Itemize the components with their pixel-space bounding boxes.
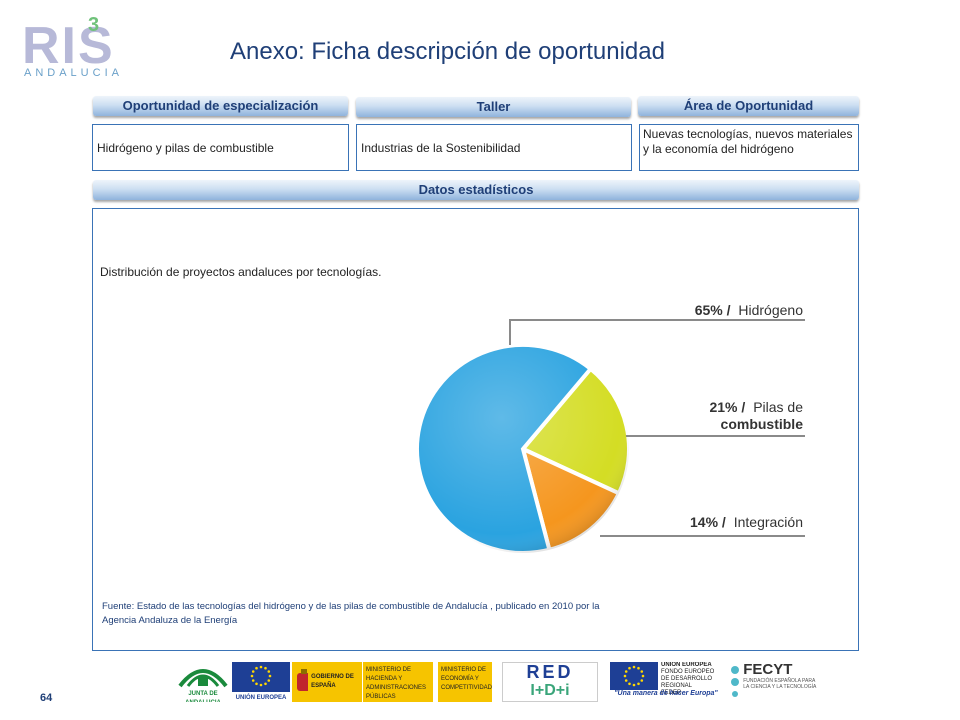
gobierno-label: GOBIERNO DE ESPAÑA: [311, 674, 354, 689]
slice-name-fuel-cells-2: combustible: [721, 416, 804, 432]
logo-subtitle: ANDALUCIA: [24, 67, 123, 79]
eu-star: [628, 682, 631, 686]
eu-star: [640, 670, 644, 673]
eu-star: [628, 666, 631, 670]
eu-star: [251, 679, 255, 682]
eu-star: [632, 683, 636, 687]
pie-shading: [417, 345, 629, 553]
junta-emblem-icon: [178, 669, 228, 688]
eu-feder-flag: [610, 662, 658, 690]
opportunity-value: Hidrógeno y pilas de combustible: [97, 140, 274, 155]
eu-feder-abbr: FEDER: [661, 690, 682, 696]
logo-superscript: 3: [88, 14, 100, 36]
eu-star: [637, 666, 640, 670]
slice-name-fuel-cells-1: Pilas de: [753, 399, 803, 415]
eu-feder-text: UNIÓN EUROPEA FONDO EUROPEO DE DESARROLL…: [661, 662, 722, 702]
slice-label-hydrogen: 65% / Hidrógeno: [695, 302, 804, 318]
eu-star: [255, 682, 258, 686]
eu-star: [641, 674, 645, 678]
fecyt-sublabel: FUNDACIÓN ESPAÑOLA PARA LA CIENCIA Y LA …: [743, 678, 817, 690]
slice-pct-fuel-cells: 21% /: [709, 399, 745, 415]
junta-andalucia-logo: JUNTA DE ANDALUCIA: [176, 662, 230, 702]
header-stats: Datos estadísticos: [93, 180, 859, 200]
min-hacienda-logo: MINISTERIO DE HACIENDA Y ADMINISTRACIONE…: [363, 662, 433, 702]
eu-feder-title: UNIÓN EUROPEA: [661, 662, 712, 668]
chart-caption: Distribución de proyectos andaluces por …: [100, 265, 382, 279]
eu-flag-logo: UNIÓN EUROPEA: [232, 662, 290, 702]
junta-label: JUNTA DE ANDALUCIA: [185, 691, 221, 702]
eu-star: [268, 674, 272, 678]
slice-name-integration: Integración: [734, 514, 803, 530]
eu-star: [640, 679, 644, 682]
eu-label: UNIÓN EUROPEA: [232, 692, 290, 702]
area-value-box: Nuevas tecnologías, nuevos materiales y …: [639, 124, 859, 171]
eu-feder-fund: FONDO EUROPEO DE DESARROLLO REGIONAL: [661, 669, 715, 689]
source-note: Fuente: Estado de las tecnologías del hi…: [102, 601, 600, 626]
page-title: Anexo: Ficha descripción de oportunidad: [230, 38, 665, 65]
page-number: 64: [40, 692, 53, 704]
eu-star: [632, 665, 636, 669]
eu-star: [624, 679, 628, 682]
eu-feder-logo: UNIÓN EUROPEA FONDO EUROPEO DE DESARROLL…: [610, 662, 722, 702]
eu-feder-motto: "Una manera de hacer Europa": [614, 690, 718, 697]
eu-star: [264, 666, 267, 670]
ris3-logo: RIS: [22, 20, 115, 72]
eu-star: [267, 679, 271, 682]
fecyt-label: FECYT: [743, 662, 793, 678]
workshop-value: Industrias de la Sostenibilidad: [361, 140, 521, 155]
eu-star: [637, 682, 640, 686]
slice-name-hydrogen: Hidrógeno: [738, 302, 803, 318]
fecyt-logo: FECYT FUNDACIÓN ESPAÑOLA PARA LA CIENCIA…: [728, 662, 818, 702]
eu-star: [250, 674, 254, 678]
slice-label-fuel-cells: 21% / Pilas de: [709, 399, 803, 415]
eu-stars-icon: [250, 665, 272, 687]
header-opportunity: Oportunidad de especialización: [93, 96, 348, 116]
slice-pct-hydrogen: 65% /: [695, 302, 731, 318]
eu-star: [264, 682, 267, 686]
logo-main-text: RIS: [22, 17, 115, 75]
eu-star: [255, 666, 258, 670]
spain-coat-of-arms-icon: [297, 669, 309, 691]
eu-feder-stars-icon: [623, 665, 645, 687]
eu-star: [624, 670, 628, 673]
fecyt-molecule-icon: [731, 666, 740, 697]
slice-pct-integration: 14% /: [690, 514, 726, 530]
min-economia-label: MINISTERIO DE ECONOMÍA Y COMPETITIVIDAD: [441, 667, 492, 691]
opportunity-value-box: Hidrógeno y pilas de combustible: [92, 124, 349, 171]
red-idi-logo: RED I+D+i: [502, 662, 598, 702]
workshop-value-box: Industrias de la Sostenibilidad: [356, 124, 632, 171]
min-economia-logo: MINISTERIO DE ECONOMÍA Y COMPETITIVIDAD: [438, 662, 492, 702]
leader-line-hydrogen: [509, 319, 805, 345]
red-label: RED: [526, 662, 574, 682]
eu-star: [267, 670, 271, 673]
gobierno-espana-logo: GOBIERNO DE ESPAÑA: [292, 662, 362, 702]
eu-star: [259, 683, 263, 687]
header-workshop: Taller: [356, 97, 631, 117]
eu-star: [259, 665, 263, 669]
idi-label: I+D+i: [530, 682, 570, 699]
eu-star: [251, 670, 255, 673]
area-value: Nuevas tecnologías, nuevos materiales y …: [643, 127, 853, 156]
min-hacienda-label: MINISTERIO DE HACIENDA Y ADMINISTRACIONE…: [366, 667, 427, 700]
header-area: Área de Oportunidad: [638, 96, 859, 116]
eu-star: [623, 674, 627, 678]
slice-label-integration: 14% / Integración: [690, 514, 803, 530]
